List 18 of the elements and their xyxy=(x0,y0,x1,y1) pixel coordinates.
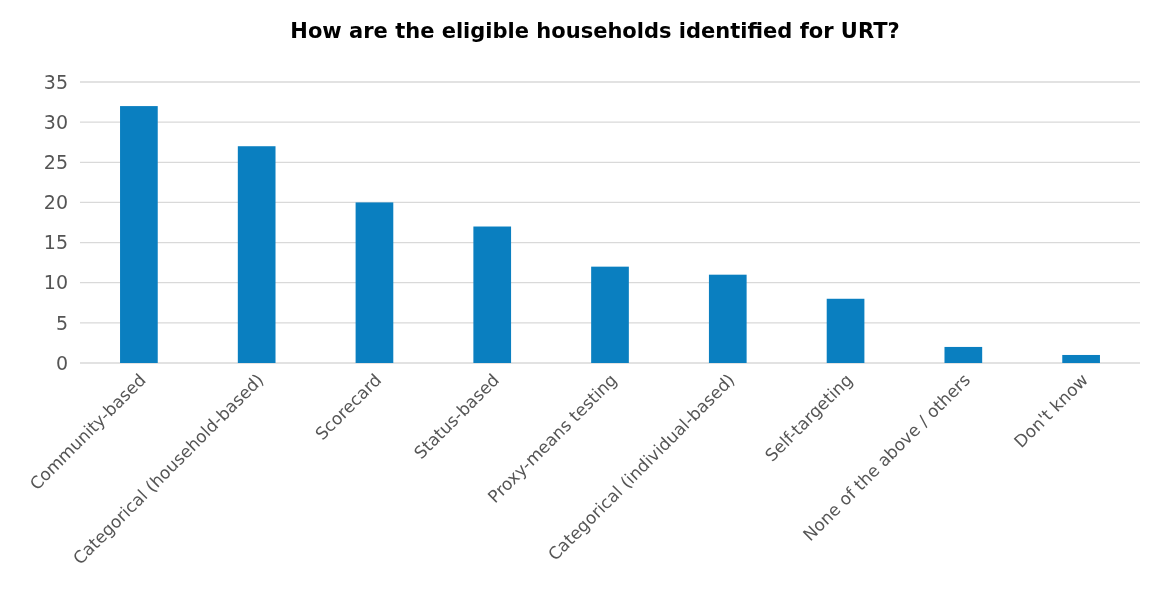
bar xyxy=(1062,354,1100,363)
bar xyxy=(708,274,747,363)
y-tick-label: 25 xyxy=(43,150,68,173)
y-tick-label: 30 xyxy=(43,110,68,133)
bar xyxy=(120,106,158,363)
y-tick-label: 35 xyxy=(43,70,68,93)
y-tick-label: 20 xyxy=(43,191,68,214)
bar xyxy=(591,266,629,363)
bar xyxy=(355,202,394,363)
bar xyxy=(826,298,865,363)
chart-title: How are the eligible households identified for URT? xyxy=(290,19,900,43)
y-tick-label: 5 xyxy=(55,311,68,334)
bar xyxy=(473,226,512,363)
bar xyxy=(944,346,983,363)
y-tick-label: 15 xyxy=(43,231,68,254)
y-tick-label: 0 xyxy=(55,351,68,374)
y-tick-label: 10 xyxy=(43,271,68,294)
bar xyxy=(237,146,276,363)
